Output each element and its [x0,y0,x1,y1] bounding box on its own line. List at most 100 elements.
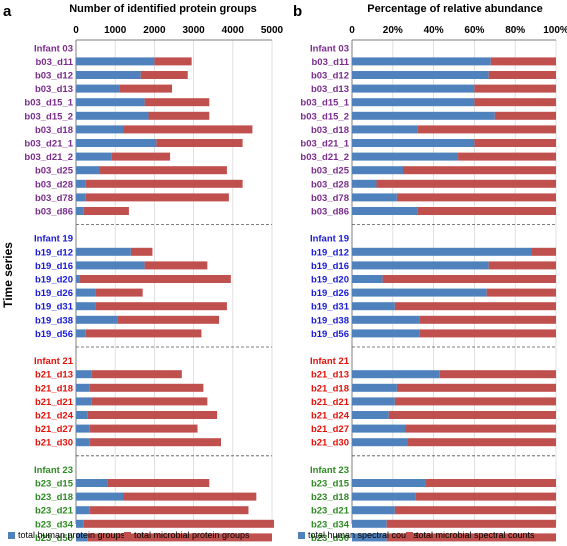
bar-microbial [83,519,274,528]
bar-microbial [107,479,210,487]
category-label: b03_d25 [35,166,74,177]
bar-human [76,492,124,501]
x-tick-label: 3000 [182,25,205,36]
bar-microbial [85,193,229,202]
bar-microbial [386,533,556,542]
group-header-label: Infant 21 [34,356,74,367]
bar-microbial [488,71,556,79]
bar-microbial [419,329,556,338]
bar-human [76,397,92,406]
category-label: b03_d21_2 [24,152,73,163]
category-label: b21_d13 [311,370,349,381]
bar-microbial [144,98,210,107]
bar-human [352,98,475,107]
category-label: b19_d56 [35,329,73,340]
bar-microbial [154,57,192,66]
bar-microbial [396,193,556,202]
bar-microbial [417,207,556,215]
bar-microbial [83,207,129,215]
bar-microbial [87,411,218,419]
bar-microbial [458,152,556,161]
bar-human [352,179,377,188]
category-label: b03_d15_1 [300,98,349,109]
category-label: b19_d26 [35,288,73,299]
bar-microbial [95,288,143,297]
category-label: b23_d15 [35,479,74,490]
legend-label: total human spectral counts [308,530,419,540]
x-tick-label: 40% [424,25,444,36]
bar-microbial [89,383,204,392]
category-label: b21_d13 [35,370,73,381]
group-header-label: Infant 03 [34,43,73,54]
bar-microbial [486,288,556,297]
bar-human [76,506,90,515]
bar-microbial [490,57,556,66]
bar-human [352,71,489,79]
bar-human [352,152,459,161]
category-label: b23_d18 [35,492,73,503]
group-header-label: Infant 03 [310,43,349,54]
bar-human [352,383,397,392]
bar-microbial [148,111,210,120]
category-label: b03_d12 [311,71,349,82]
category-label: b03_d12 [35,71,73,82]
bar-microbial [95,302,227,311]
bar-microbial [474,98,556,107]
bar-microbial [419,315,556,324]
bar-microbial [488,261,556,270]
x-tick-label: 100% [543,25,567,36]
bar-human [352,411,389,419]
bar-microbial [144,261,208,270]
group-header-label: Infant 23 [34,465,73,476]
bar-human [76,57,155,66]
category-label: b03_d15_1 [24,98,73,109]
category-label: b21_d24 [35,411,74,422]
category-label: b23_d50 [311,533,349,544]
y-axis-label: Time series [1,242,15,308]
bar-human [352,125,418,134]
category-label: b03_d25 [311,166,350,177]
bar-microbial [531,247,556,256]
category-label: b19_d56 [311,329,349,340]
x-tick-label: 60% [464,25,484,36]
bar-human [76,275,80,283]
category-label: b21_d18 [35,383,73,394]
bar-microbial [388,411,556,419]
bar-human [76,111,149,120]
bar-human [352,329,420,338]
category-label: b03_d13 [35,84,73,95]
category-label: b23_d15 [311,479,350,490]
legend-swatch [406,532,413,539]
category-label: b19_d12 [311,247,349,258]
group-header-label: Infant 23 [310,465,349,476]
bar-microbial [156,139,243,147]
x-tick-label: 0 [349,25,355,36]
category-label: b03_d21_1 [24,139,73,150]
bar-human [76,288,96,297]
bar-microbial [87,533,272,542]
category-label: b21_d30 [311,438,349,449]
bar-human [76,315,118,324]
category-label: b03_d18 [311,125,349,136]
chart-b: 0 20% 40% 60% 80% 100% Infant 03 b03_d11 b03_d12… [298,25,567,544]
x-tick-label: 20% [383,25,403,36]
bar-human [76,383,90,392]
category-label: b03_d86 [311,207,349,218]
bar-microbial [386,519,556,528]
legend-label: total microbial protein groups [134,530,250,540]
bar-human [352,207,418,215]
group-header-label: Infant 21 [310,356,350,367]
bar-microbial [89,438,222,447]
chart-a-title: Number of identified protein groups [69,3,257,15]
bar-human [76,207,84,215]
bar-microbial [403,166,556,175]
category-label: b03_d11 [312,57,350,68]
bar-microbial [405,424,556,433]
bar-human [352,397,395,406]
bar-human [352,193,397,202]
bar-microbial [396,383,556,392]
bar-human [352,288,487,297]
category-label: b21_d24 [311,411,350,422]
category-label: b03_d15_2 [300,111,349,122]
